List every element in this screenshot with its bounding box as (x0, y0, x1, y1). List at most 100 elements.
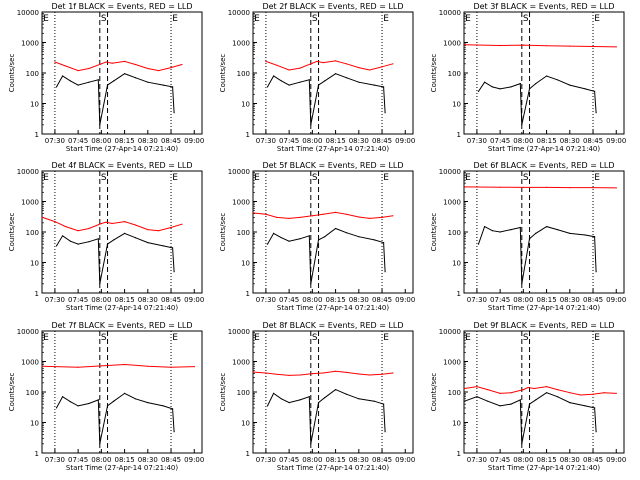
marker-label: E (254, 14, 260, 24)
data-point (280, 398, 282, 400)
events-series-line (464, 392, 597, 444)
y-tick-label: 10000 (228, 328, 250, 336)
x-tick-label: 08:30 (138, 456, 158, 464)
y-tick-label: 10 (241, 260, 250, 268)
data-point (535, 83, 537, 85)
data-point (172, 247, 174, 249)
y-axis-label: Counts/sec (430, 54, 438, 93)
data-point (288, 240, 290, 242)
x-tick-label: 08:45 (161, 296, 181, 304)
data-point (273, 392, 275, 394)
data-point (546, 45, 548, 47)
data-point (299, 216, 301, 218)
data-point (276, 373, 278, 375)
x-tick-label: 08:15 (536, 456, 556, 464)
data-point (556, 396, 559, 398)
x-axis-label: Start Time (27-Apr-14 07:21:40) (66, 464, 178, 472)
data-point (369, 69, 371, 71)
data-point (77, 243, 79, 245)
data-point (170, 226, 172, 229)
data-point (65, 65, 67, 67)
plot-frame (41, 11, 203, 135)
data-point (324, 236, 326, 238)
x-tick-label: 09:00 (395, 296, 415, 304)
marker-label: S (523, 333, 529, 343)
x-tick-label: 07:30 (467, 137, 487, 145)
marker-label: S (523, 173, 529, 183)
marker-label: E (172, 173, 178, 183)
x-tick-label: 08:45 (583, 296, 603, 304)
data-point (592, 45, 594, 48)
y-tick-label: 10000 (228, 168, 250, 176)
marker-label: E (172, 333, 178, 343)
data-point (124, 392, 126, 394)
x-tick-label: 08:00 (302, 137, 322, 145)
data-point (358, 236, 360, 238)
data-point (345, 77, 347, 79)
data-point (569, 45, 571, 47)
data-point (172, 408, 174, 410)
data-point (100, 222, 102, 225)
data-point (317, 402, 320, 404)
data-point (528, 403, 531, 405)
data-point (147, 242, 149, 244)
data-point (476, 396, 478, 398)
y-tick-label: 1000 (21, 40, 39, 48)
lld-series-line (265, 60, 394, 71)
data-point (134, 237, 136, 239)
x-tick-label: 08:30 (349, 137, 369, 145)
y-tick-label: 1000 (232, 359, 250, 367)
data-point (535, 232, 537, 234)
data-point (463, 400, 466, 402)
y-tick-label: 1 (35, 450, 39, 458)
y-tick-label: 100 (237, 70, 250, 78)
x-tick-label: 07:30 (467, 456, 487, 464)
x-tick-label: 07:45 (490, 137, 510, 145)
data-point (487, 389, 489, 391)
x-tick-label: 07:45 (279, 137, 299, 145)
panel-title: Det 2f BLACK = Events, RED = LLD (262, 2, 403, 11)
y-axis-label: Counts/sec (219, 373, 227, 412)
data-point (252, 212, 255, 214)
x-tick-label: 07:45 (279, 296, 299, 304)
data-point (476, 386, 478, 388)
y-tick-label: 1000 (443, 359, 461, 367)
data-point (273, 75, 275, 77)
data-point (373, 239, 375, 241)
y-tick-label: 10000 (17, 168, 39, 176)
x-tick-label: 08:45 (372, 456, 392, 464)
y-tick-label: 1 (246, 131, 250, 139)
y-tick-label: 100 (26, 70, 39, 78)
data-point (527, 386, 529, 389)
panel-title: Det 8f BLACK = Events, RED = LLD (262, 321, 403, 330)
marker-label: S (101, 14, 107, 24)
data-point (381, 66, 383, 68)
data-point (546, 186, 548, 188)
data-point (193, 366, 195, 368)
y-tick-label: 100 (448, 389, 461, 397)
x-tick-label: 07:30 (45, 456, 65, 464)
data-point (172, 86, 174, 88)
data-point (477, 90, 480, 92)
data-point (99, 443, 101, 445)
data-point (276, 216, 278, 218)
data-point (77, 70, 79, 72)
y-tick-label: 100 (448, 229, 461, 237)
data-point (41, 216, 44, 218)
x-axis-label: Start Time (27-Apr-14 07:21:40) (488, 304, 600, 312)
data-point (324, 80, 326, 82)
x-tick-label: 08:30 (349, 456, 369, 464)
data-point (487, 400, 489, 402)
data-point (499, 405, 501, 407)
data-point (383, 86, 385, 88)
data-point (158, 230, 160, 232)
data-point (299, 81, 301, 83)
data-point (584, 405, 586, 407)
x-tick-label: 08:15 (536, 296, 556, 304)
data-point (55, 86, 58, 88)
x-tick-label: 08:00 (302, 296, 322, 304)
events-series-line (56, 392, 175, 444)
y-tick-label: 100 (26, 229, 39, 237)
y-tick-label: 100 (26, 389, 39, 397)
events-series-line (267, 227, 386, 284)
